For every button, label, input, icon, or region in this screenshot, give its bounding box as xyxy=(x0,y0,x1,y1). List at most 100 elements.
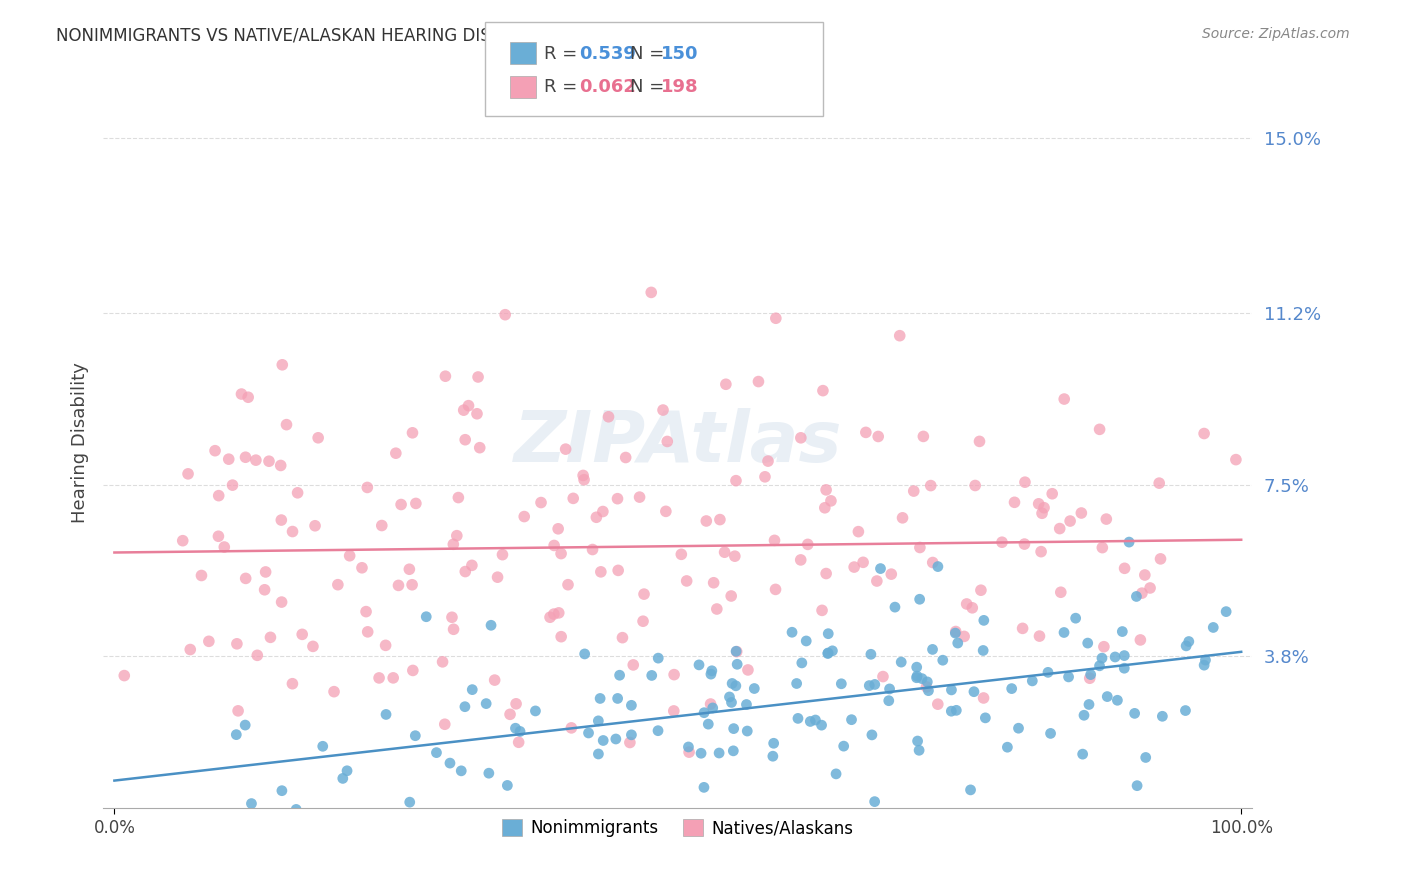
Natives/Alaskans xyxy=(724,549,747,564)
Nonimmigrants xyxy=(1097,690,1119,704)
Nonimmigrants xyxy=(641,668,664,682)
Nonimmigrants xyxy=(830,677,852,691)
Nonimmigrants xyxy=(863,795,886,809)
Natives/Alaskans xyxy=(589,565,612,579)
Natives/Alaskans xyxy=(276,417,298,432)
Nonimmigrants xyxy=(817,626,839,640)
Natives/Alaskans xyxy=(965,478,987,492)
Nonimmigrants xyxy=(496,779,519,793)
Nonimmigrants xyxy=(917,674,939,689)
Nonimmigrants xyxy=(723,744,745,758)
Nonimmigrants xyxy=(454,699,477,714)
Natives/Alaskans xyxy=(1095,512,1118,526)
Natives/Alaskans xyxy=(484,673,506,687)
Natives/Alaskans xyxy=(991,535,1014,549)
Natives/Alaskans xyxy=(350,561,373,575)
Natives/Alaskans xyxy=(491,548,513,562)
Natives/Alaskans xyxy=(112,668,135,682)
Natives/Alaskans xyxy=(302,640,325,654)
Nonimmigrants xyxy=(1123,706,1146,721)
Nonimmigrants xyxy=(907,734,929,748)
Nonimmigrants xyxy=(908,592,931,607)
Nonimmigrants xyxy=(946,636,969,650)
Text: N =: N = xyxy=(630,45,669,62)
Natives/Alaskans xyxy=(246,648,269,663)
Nonimmigrants xyxy=(832,739,855,753)
Nonimmigrants xyxy=(1114,648,1136,663)
Natives/Alaskans xyxy=(508,735,530,749)
Natives/Alaskans xyxy=(915,680,938,694)
Natives/Alaskans xyxy=(671,547,693,561)
Natives/Alaskans xyxy=(177,467,200,481)
Natives/Alaskans xyxy=(190,568,212,582)
Natives/Alaskans xyxy=(1192,426,1215,441)
Natives/Alaskans xyxy=(852,555,875,569)
Nonimmigrants xyxy=(606,691,628,706)
Natives/Alaskans xyxy=(606,491,628,506)
Natives/Alaskans xyxy=(713,545,735,559)
Natives/Alaskans xyxy=(1053,392,1076,406)
Natives/Alaskans xyxy=(468,441,491,455)
Natives/Alaskans xyxy=(382,671,405,685)
Natives/Alaskans xyxy=(655,504,678,518)
Text: 0.062: 0.062 xyxy=(579,78,636,96)
Natives/Alaskans xyxy=(747,375,769,389)
Natives/Alaskans xyxy=(921,556,943,570)
Nonimmigrants xyxy=(588,714,610,728)
Nonimmigrants xyxy=(786,676,808,690)
Nonimmigrants xyxy=(735,724,758,739)
Natives/Alaskans xyxy=(675,574,697,588)
Natives/Alaskans xyxy=(814,500,837,515)
Nonimmigrants xyxy=(1202,620,1225,634)
Natives/Alaskans xyxy=(307,431,329,445)
Natives/Alaskans xyxy=(323,684,346,698)
Natives/Alaskans xyxy=(695,514,717,528)
Nonimmigrants xyxy=(693,780,716,795)
Natives/Alaskans xyxy=(465,407,488,421)
Natives/Alaskans xyxy=(441,537,464,551)
Nonimmigrants xyxy=(869,561,891,575)
Natives/Alaskans xyxy=(962,600,984,615)
Nonimmigrants xyxy=(1104,650,1126,665)
Nonimmigrants xyxy=(1118,535,1140,549)
Nonimmigrants xyxy=(702,701,724,715)
Natives/Alaskans xyxy=(612,631,634,645)
Nonimmigrants xyxy=(943,626,966,640)
Nonimmigrants xyxy=(682,811,704,825)
Natives/Alaskans xyxy=(1049,585,1071,599)
Natives/Alaskans xyxy=(815,566,838,581)
Nonimmigrants xyxy=(1175,639,1198,653)
Nonimmigrants xyxy=(724,679,747,693)
Natives/Alaskans xyxy=(953,629,976,643)
Nonimmigrants xyxy=(1194,653,1216,667)
Natives/Alaskans xyxy=(1040,487,1063,501)
Nonimmigrants xyxy=(995,740,1018,755)
Nonimmigrants xyxy=(908,743,931,757)
Natives/Alaskans xyxy=(467,370,489,384)
Nonimmigrants xyxy=(921,642,943,657)
Natives/Alaskans xyxy=(253,582,276,597)
Nonimmigrants xyxy=(1073,708,1095,723)
Nonimmigrants xyxy=(697,717,720,731)
Nonimmigrants xyxy=(884,600,907,615)
Nonimmigrants xyxy=(578,726,600,740)
Natives/Alaskans xyxy=(585,510,607,524)
Natives/Alaskans xyxy=(811,603,834,617)
Natives/Alaskans xyxy=(1092,640,1115,654)
Nonimmigrants xyxy=(941,704,963,718)
Natives/Alaskans xyxy=(339,549,361,563)
Text: NONIMMIGRANTS VS NATIVE/ALASKAN HEARING DISABILITY CORRELATION CHART: NONIMMIGRANTS VS NATIVE/ALASKAN HEARING … xyxy=(56,27,738,45)
Nonimmigrants xyxy=(240,797,263,811)
Nonimmigrants xyxy=(1001,681,1024,696)
Natives/Alaskans xyxy=(550,547,572,561)
Natives/Alaskans xyxy=(912,429,935,443)
Nonimmigrants xyxy=(1057,670,1080,684)
Nonimmigrants xyxy=(890,655,912,669)
Natives/Alaskans xyxy=(763,533,786,548)
Nonimmigrants xyxy=(877,694,900,708)
Nonimmigrants xyxy=(509,724,531,739)
Natives/Alaskans xyxy=(880,567,903,582)
Natives/Alaskans xyxy=(621,657,644,672)
Nonimmigrants xyxy=(1071,747,1094,761)
Natives/Alaskans xyxy=(1225,452,1247,467)
